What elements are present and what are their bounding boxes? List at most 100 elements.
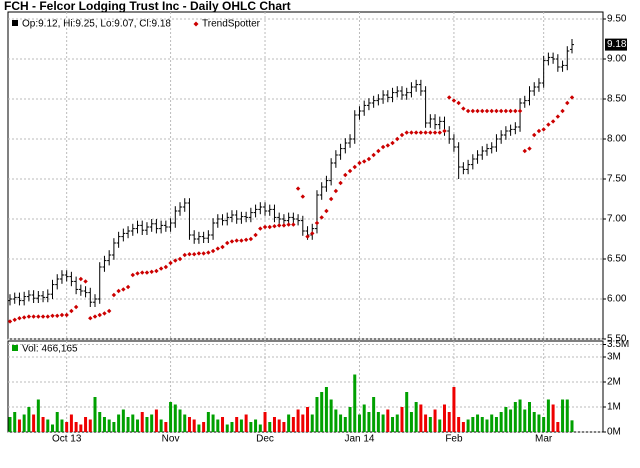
- trendspotter-dot: [324, 208, 329, 214]
- trendspotter-dot: [253, 232, 258, 238]
- volume-bar: [409, 412, 413, 432]
- volume-bar: [556, 422, 560, 432]
- volume-bar: [258, 424, 262, 432]
- volume-bar: [452, 387, 456, 432]
- volume-bar: [546, 399, 550, 432]
- trendspotter-dot: [432, 130, 438, 135]
- y-tick-label: 3.5M: [607, 339, 629, 350]
- volume-bar: [320, 392, 324, 432]
- trendspotter-dot: [69, 308, 74, 314]
- trendspotter-dot: [475, 108, 480, 114]
- volume-bar: [471, 417, 475, 432]
- trendspotter-dot: [456, 100, 461, 106]
- price-frame: [7, 11, 604, 340]
- volume-bar: [457, 417, 461, 432]
- trendspotter-dot: [130, 272, 135, 278]
- trendspotter-dot: [413, 130, 419, 135]
- volume-bar: [310, 414, 314, 432]
- trendspotter-dot: [395, 136, 400, 142]
- trendspotter-dot: [314, 220, 320, 226]
- volume-bar: [51, 424, 55, 432]
- trendspotter-dot: [78, 276, 84, 282]
- volume-bar: [485, 419, 489, 432]
- volume-bar: [542, 417, 546, 432]
- volume-bar: [173, 404, 177, 432]
- y-tick-label: 8.50: [607, 94, 627, 105]
- trendspotter-dot: [508, 108, 513, 114]
- volume-bar: [381, 414, 385, 432]
- volume-bar: [112, 422, 116, 432]
- trendspotter-dot: [451, 98, 457, 103]
- trendspotter-dot: [423, 130, 428, 135]
- volume-bar: [282, 422, 286, 432]
- trendspotter-dot: [569, 95, 575, 100]
- trendspotter-dot: [310, 231, 315, 236]
- trendspotter-dot: [163, 264, 169, 270]
- trendspotter-dot: [437, 130, 442, 135]
- trendspotter-dot: [461, 106, 466, 111]
- volume-bar: [419, 404, 423, 432]
- trendspotter-dot: [371, 152, 376, 158]
- trendspotter-dot: [17, 316, 22, 321]
- trendspotter-dot: [494, 108, 499, 114]
- volume-bar: [8, 417, 12, 432]
- legend-trendspotter: TrendSpotter: [202, 19, 261, 30]
- volume-bar: [466, 419, 470, 432]
- volume-bar: [513, 402, 517, 432]
- volume-bar: [518, 399, 522, 432]
- volume-bar: [287, 414, 291, 432]
- trendspotter-dot: [546, 122, 551, 127]
- trendspotter-dot: [262, 224, 268, 230]
- trendspotter-dot: [154, 268, 159, 274]
- volume-bar: [192, 419, 196, 432]
- trendspotter-dot: [347, 168, 353, 174]
- y-tick-label: 1M: [607, 402, 621, 413]
- trendspotter-dot: [111, 292, 117, 298]
- volume-bar: [235, 417, 239, 432]
- volume-bar: [523, 409, 527, 432]
- trendspotter-dot: [399, 132, 405, 138]
- trendspotter-dot: [565, 100, 570, 106]
- volume-bar: [221, 417, 225, 432]
- volume-frame: [7, 340, 604, 433]
- volume-bar: [362, 404, 366, 432]
- trendspotter-dot: [21, 315, 27, 320]
- volume-bar: [154, 409, 158, 432]
- y-tick-label: 7.50: [607, 174, 627, 185]
- trendspotter-dot: [385, 143, 391, 148]
- volume-bar: [98, 412, 102, 432]
- volume-bar: [277, 419, 281, 432]
- volume-bar: [353, 374, 357, 432]
- volume-bar: [206, 412, 210, 432]
- trendspotter-dot: [532, 132, 537, 138]
- volume-bar: [367, 412, 371, 432]
- volume-bar: [164, 422, 168, 432]
- trendspotter-dot: [428, 130, 433, 135]
- volume-bar: [272, 417, 276, 432]
- trendspotter-dot: [272, 224, 277, 229]
- volume-bar: [447, 412, 451, 432]
- volume-bar: [433, 409, 437, 432]
- volume-bar: [565, 399, 569, 432]
- volume-bar: [551, 404, 555, 432]
- volume-bar: [339, 414, 343, 432]
- volume-bar: [169, 402, 173, 432]
- trendspotter-dot: [357, 160, 362, 166]
- trendspotter-dot: [191, 252, 197, 257]
- volume-bar: [428, 417, 432, 432]
- volume-bar: [145, 417, 149, 432]
- volume-bar: [490, 414, 494, 432]
- volume-bar: [55, 412, 59, 432]
- trendspotter-dot: [305, 234, 310, 239]
- x-tick-label: Jan 14: [344, 434, 374, 445]
- trendspotter-dot: [513, 108, 518, 114]
- trendspotter-dot: [258, 226, 263, 231]
- trendspotter-dot: [12, 317, 17, 322]
- trendspotter-dot: [550, 119, 556, 124]
- volume-bar: [140, 412, 144, 432]
- volume-bar: [74, 422, 78, 432]
- volume-bar: [400, 407, 404, 432]
- trendspotter-dot: [352, 164, 357, 170]
- volume-bar: [27, 407, 31, 432]
